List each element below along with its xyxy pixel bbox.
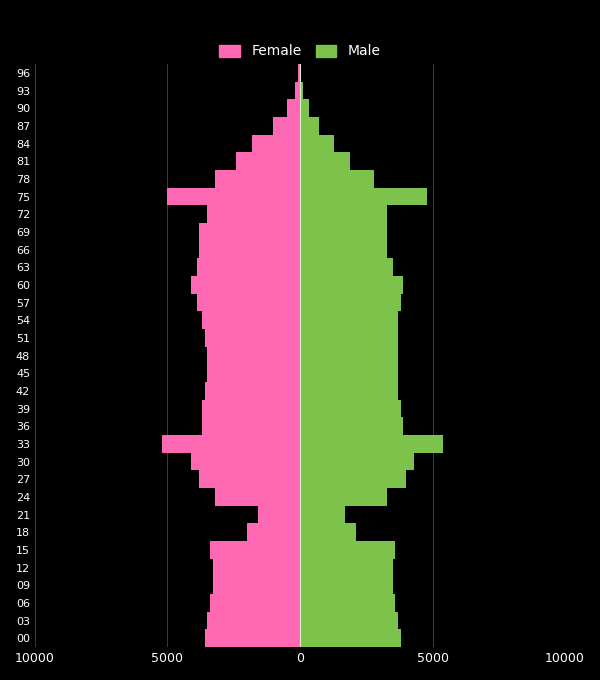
Bar bbox=[202, 418, 300, 435]
Bar bbox=[207, 205, 300, 223]
Bar bbox=[197, 258, 300, 276]
Bar bbox=[274, 117, 300, 135]
Bar bbox=[300, 64, 301, 82]
Bar bbox=[210, 594, 300, 612]
Bar bbox=[300, 524, 356, 541]
Bar bbox=[236, 152, 300, 170]
Bar bbox=[300, 630, 401, 647]
Bar bbox=[205, 630, 300, 647]
Bar bbox=[300, 435, 443, 453]
Bar bbox=[300, 205, 388, 223]
Bar bbox=[199, 241, 300, 258]
Bar bbox=[191, 276, 300, 294]
Bar bbox=[300, 506, 345, 524]
Bar bbox=[300, 364, 398, 382]
Bar bbox=[252, 135, 300, 152]
Bar bbox=[205, 382, 300, 400]
Bar bbox=[300, 188, 427, 205]
Bar bbox=[300, 453, 414, 471]
Bar bbox=[300, 541, 395, 559]
Bar bbox=[197, 294, 300, 311]
Bar bbox=[300, 294, 401, 311]
Bar bbox=[210, 541, 300, 559]
Bar bbox=[300, 276, 403, 294]
Bar bbox=[300, 329, 398, 347]
Bar bbox=[202, 311, 300, 329]
Bar bbox=[300, 311, 398, 329]
Bar bbox=[300, 117, 319, 135]
Bar bbox=[300, 241, 388, 258]
Bar bbox=[300, 382, 398, 400]
Bar bbox=[300, 400, 401, 418]
Bar bbox=[212, 577, 300, 594]
Bar bbox=[257, 506, 300, 524]
Bar bbox=[207, 612, 300, 630]
Bar bbox=[162, 435, 300, 453]
Legend: Female, Male: Female, Male bbox=[214, 39, 386, 64]
Bar bbox=[300, 347, 398, 364]
Bar bbox=[295, 82, 300, 99]
Bar bbox=[300, 152, 350, 170]
Bar bbox=[300, 488, 388, 506]
Bar bbox=[300, 594, 395, 612]
Bar bbox=[202, 400, 300, 418]
Bar bbox=[215, 170, 300, 188]
Bar bbox=[247, 524, 300, 541]
Bar bbox=[215, 488, 300, 506]
Bar bbox=[300, 135, 334, 152]
Bar bbox=[300, 418, 403, 435]
Bar bbox=[300, 99, 309, 117]
Bar bbox=[287, 99, 300, 117]
Bar bbox=[300, 223, 388, 241]
Bar bbox=[205, 329, 300, 347]
Bar bbox=[300, 471, 406, 488]
Bar bbox=[167, 188, 300, 205]
Bar bbox=[191, 453, 300, 471]
Bar bbox=[199, 471, 300, 488]
Bar bbox=[300, 612, 398, 630]
Bar bbox=[212, 559, 300, 577]
Bar bbox=[300, 559, 393, 577]
Bar bbox=[300, 170, 374, 188]
Bar bbox=[300, 82, 303, 99]
Bar bbox=[199, 223, 300, 241]
Bar bbox=[300, 258, 393, 276]
Bar bbox=[207, 364, 300, 382]
Bar bbox=[298, 64, 300, 82]
Bar bbox=[300, 577, 393, 594]
Bar bbox=[207, 347, 300, 364]
